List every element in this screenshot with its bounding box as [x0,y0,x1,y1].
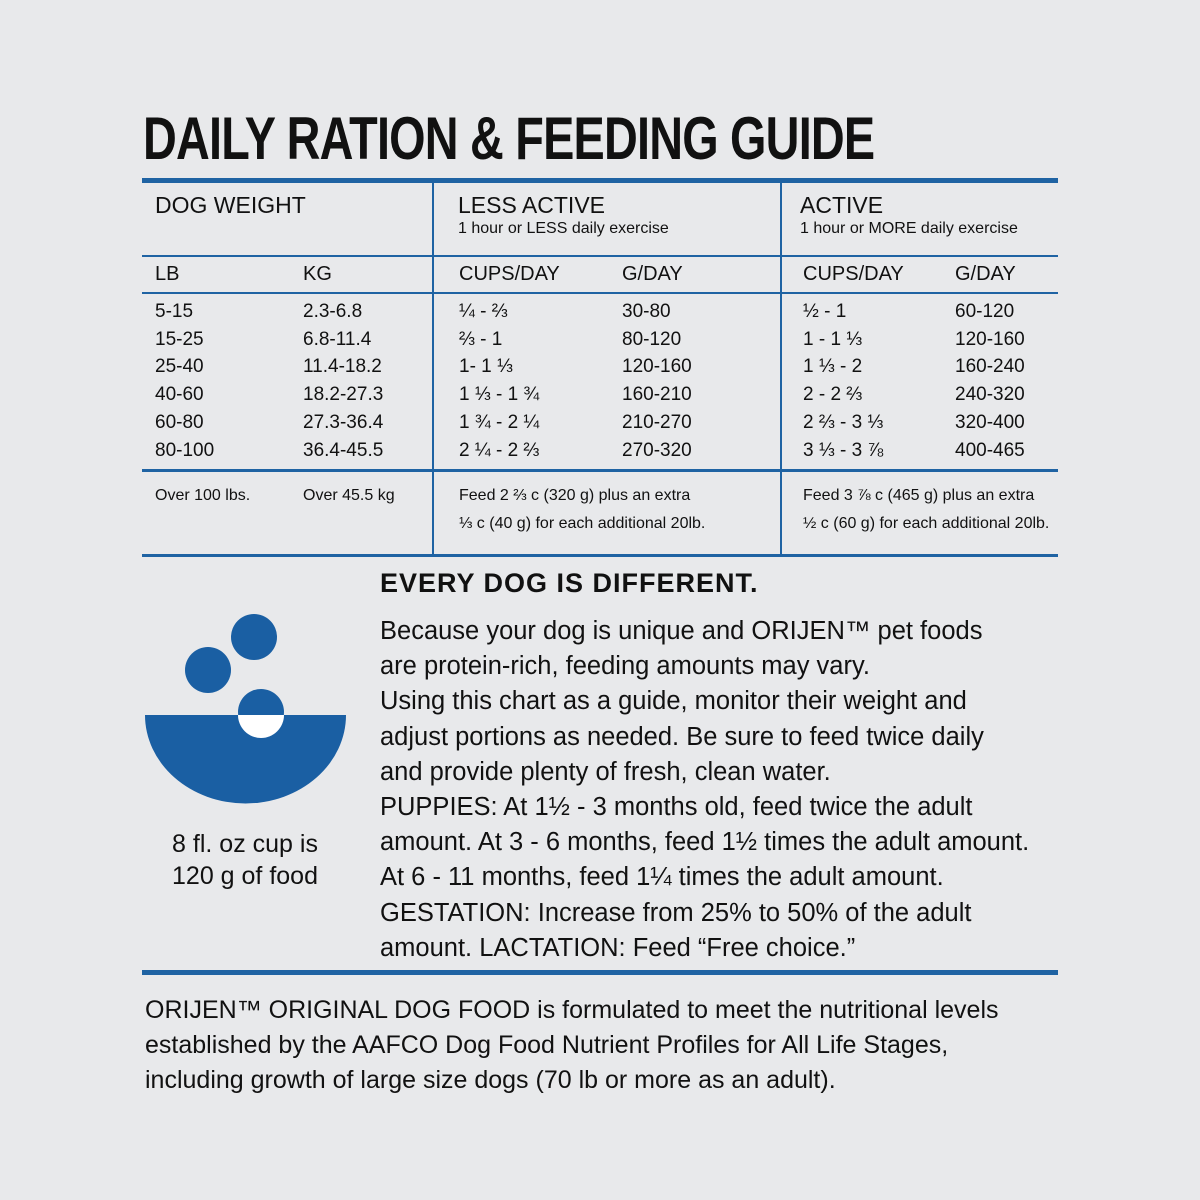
table-cell: 120-160 [622,356,692,378]
table-cell: ⅔ - 1 [459,328,503,350]
table-cell: 60-120 [955,301,1015,322]
table-cell: 320-400 [955,411,1025,433]
text-line: Because your dog is unique and ORIJEN™ p… [380,617,983,645]
table-cell: 1 ¾ - 2 ¼ [459,411,540,433]
cup-note-line: 8 fl. oz cup is [172,830,318,858]
bowl-with-kibble-icon [145,614,346,804]
text-line: adjust portions as needed. Be sure to fe… [380,722,984,751]
table-cell: 210-270 [622,411,692,433]
table-cell: ½ - 1 [803,301,847,322]
cup-note: 8 fl. oz cup is 120 g of food [150,828,340,892]
table-cell: 2 - 2 ⅔ [803,384,863,406]
divider [142,469,1058,472]
text-line: ORIJEN™ ORIGINAL DOG FOOD is formulated … [145,996,999,1024]
table-cell: 160-210 [622,384,692,406]
table-cell: 2 ⅔ - 3 ⅓ [803,411,884,433]
table-cell: 40-60 [155,384,204,406]
text-line: GESTATION: Increase from 25% to 50% of t… [380,898,972,927]
table-cell: 1- 1 ⅓ [459,356,513,378]
header-dog-weight: DOG WEIGHT [155,192,306,218]
table-cell: 3 ⅓ - 3 ⅞ [803,439,884,461]
text-line: and provide plenty of fresh, clean water… [380,757,831,786]
table-cell: 270-320 [622,439,692,461]
subheader-g-active: G/DAY [955,263,1016,285]
divider [142,554,1058,557]
text-line: established by the AAFCO Dog Food Nutrie… [145,1031,949,1059]
table-cell: 1 ⅓ - 1 ¾ [459,384,540,406]
cup-note-line: 120 g of food [172,862,318,890]
table-cell: 5-15 [155,301,194,322]
footer-active-2: ½ c (60 g) for each additional 20lb. [803,515,1050,532]
table-cell: 11.4-18.2 [303,356,382,378]
subheader-kg: KG [303,263,332,285]
table-cell: 120-160 [955,328,1025,350]
table-cell: 27.3-36.4 [303,411,384,433]
text-line: At 6 - 11 months, feed 1¼ times the adul… [380,863,944,892]
table-cell: 60-80 [155,411,204,433]
text-line: amount. At 3 - 6 months, feed 1½ times t… [380,828,1030,857]
divider [142,292,1058,294]
table-cell: 80-120 [622,328,682,350]
header-less-active-sub: 1 hour or LESS daily exercise [458,220,669,237]
table-cell: 15-25 [155,328,204,350]
divider [142,178,1058,183]
footer-less-2: ⅓ c (40 g) for each additional 20lb. [459,515,706,532]
table-cell: 1 ⅓ - 2 [803,356,863,378]
text-line: are protein-rich, feeding amounts may va… [380,652,870,681]
divider [142,255,1058,257]
table-cell: 2 ¼ - 2 ⅔ [459,439,540,461]
every-dog-text: Because your dog is unique and ORIJEN™ p… [380,614,1070,966]
page-title: DAILY RATION & FEEDING GUIDE [143,105,875,172]
table-cell: 80-100 [155,439,215,461]
table-cell: 30-80 [622,301,671,322]
table-cell: ¼ - ⅔ [459,301,508,322]
table-cell: 2.3-6.8 [303,301,363,322]
header-active-sub: 1 hour or MORE daily exercise [800,220,1018,237]
divider [142,970,1058,975]
footer-kg: Over 45.5 kg [303,487,395,504]
table-cell: 6.8-11.4 [303,328,372,350]
aafco-statement: ORIJEN™ ORIGINAL DOG FOOD is formulated … [145,993,999,1098]
subheader-g-less: G/DAY [622,263,683,285]
header-active: ACTIVE [800,192,884,218]
footer-active-1: Feed 3 ⅞ c (465 g) plus an extra [803,487,1035,504]
footer-lb: Over 100 lbs. [155,487,251,504]
header-less-active: LESS ACTIVE [458,192,606,218]
subheader-cups-active: CUPS/DAY [803,263,904,285]
subheader-cups-less: CUPS/DAY [459,263,560,285]
text-line: PUPPIES: At 1½ - 3 months old, feed twic… [380,793,973,822]
subheader-lb: LB [155,263,180,285]
footer-less-1: Feed 2 ⅔ c (320 g) plus an extra [459,487,691,504]
text-line: Using this chart as a guide, monitor the… [380,687,967,716]
divider [432,183,434,555]
table-cell: 36.4-45.5 [303,439,384,461]
table-cell: 240-320 [955,384,1025,406]
text-line: including growth of large size dogs (70 … [145,1066,836,1094]
table-cell: 160-240 [955,356,1025,378]
every-dog-heading: EVERY DOG IS DIFFERENT. [380,568,759,598]
table-cell: 1 - 1 ⅓ [803,328,863,350]
table-cell: 25-40 [155,356,204,378]
table-cell: 18.2-27.3 [303,384,384,406]
text-line: amount. LACTATION: Feed “Free choice.” [380,933,856,962]
divider [780,183,782,555]
table-cell: 400-465 [955,439,1025,461]
